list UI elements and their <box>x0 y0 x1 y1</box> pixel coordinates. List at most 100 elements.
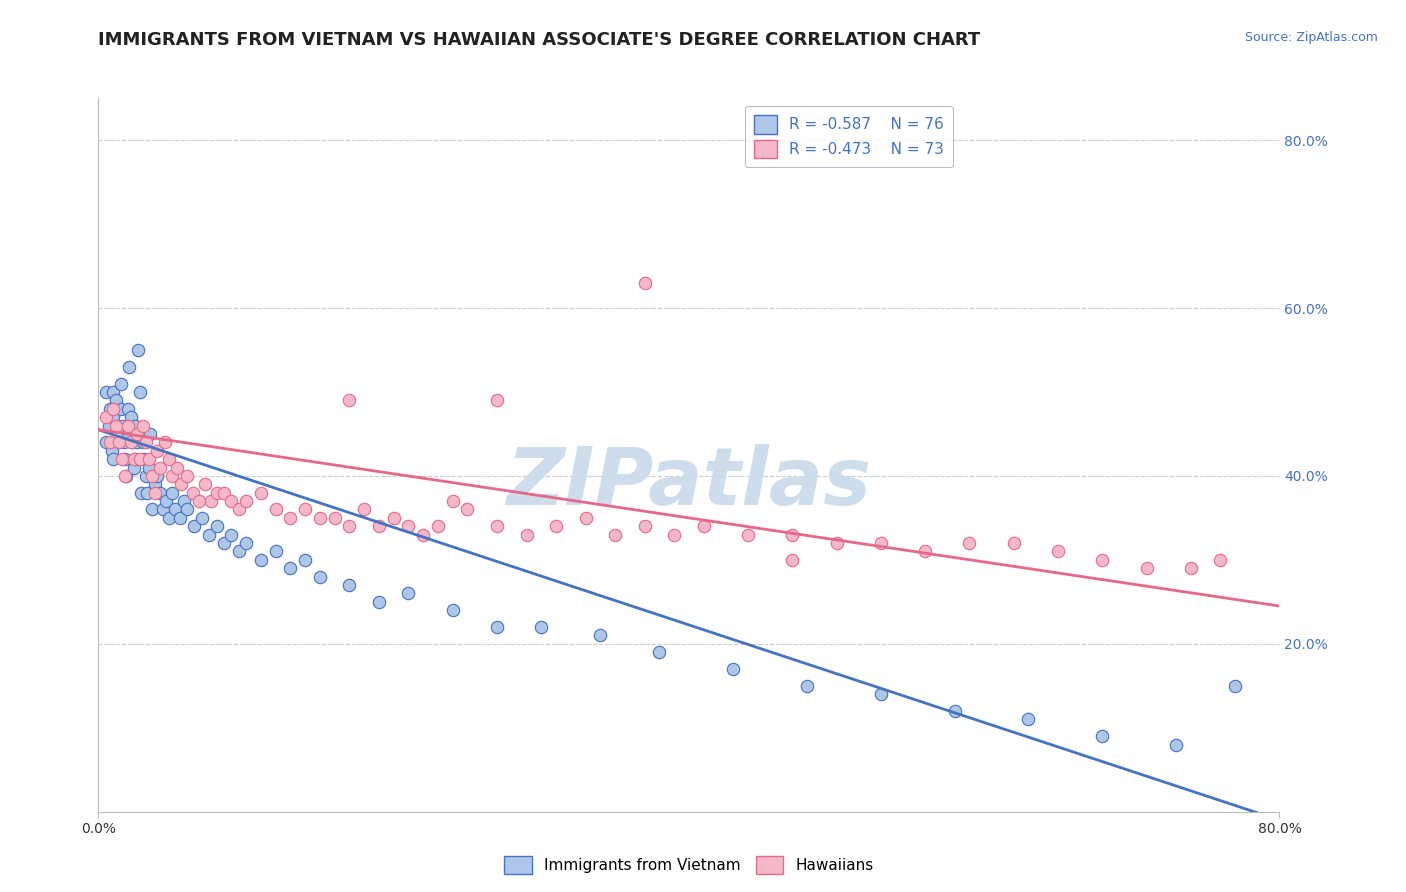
Point <box>135 469 157 483</box>
Point <box>486 620 509 634</box>
Point <box>796 679 818 693</box>
Point <box>134 452 156 467</box>
Point <box>146 469 169 483</box>
Point <box>1091 729 1114 743</box>
Point <box>122 460 145 475</box>
Point <box>294 502 316 516</box>
Point <box>943 704 966 718</box>
Point <box>589 628 612 642</box>
Point <box>127 343 149 357</box>
Point <box>103 401 125 416</box>
Point <box>132 435 155 450</box>
Point <box>143 485 166 500</box>
Point <box>294 553 316 567</box>
Point <box>124 452 146 467</box>
Point <box>166 460 188 475</box>
Point <box>515 527 537 541</box>
Point <box>157 511 180 525</box>
Point <box>162 485 183 500</box>
Point <box>100 443 122 458</box>
Point <box>115 469 138 483</box>
Point <box>869 687 891 701</box>
Point <box>146 443 169 458</box>
Point <box>1091 553 1114 567</box>
Point <box>153 435 176 450</box>
Point <box>396 519 419 533</box>
Point <box>456 502 478 516</box>
Point <box>183 519 205 533</box>
Point <box>111 418 134 433</box>
Point <box>914 544 936 558</box>
Point <box>339 393 360 408</box>
Point <box>120 410 142 425</box>
Point <box>170 477 193 491</box>
Text: IMMIGRANTS FROM VIETNAM VS HAWAIIAN ASSOCIATE'S DEGREE CORRELATION CHART: IMMIGRANTS FROM VIETNAM VS HAWAIIAN ASSO… <box>98 31 980 49</box>
Point <box>103 384 125 399</box>
Point <box>125 426 148 441</box>
Point <box>278 561 302 575</box>
Point <box>173 494 195 508</box>
Point <box>1017 712 1039 726</box>
Point <box>157 452 180 467</box>
Point <box>382 511 405 525</box>
Point <box>219 527 242 541</box>
Point <box>228 544 250 558</box>
Point <box>574 511 596 525</box>
Point <box>486 393 509 408</box>
Point <box>110 376 132 391</box>
Point <box>323 511 346 525</box>
Point <box>94 435 117 450</box>
Point <box>165 502 187 516</box>
Point <box>368 595 391 609</box>
Point <box>869 536 891 550</box>
Point <box>353 502 375 516</box>
Point <box>108 435 131 450</box>
Point <box>633 276 655 290</box>
Point <box>1180 561 1202 575</box>
Point <box>212 536 235 550</box>
Point <box>110 401 132 416</box>
Point <box>782 553 804 567</box>
Point <box>141 469 163 483</box>
Point <box>605 527 627 541</box>
Point <box>1002 536 1025 550</box>
Point <box>105 393 128 408</box>
Point <box>1046 544 1069 558</box>
Point <box>118 359 141 374</box>
Legend: R = -0.587    N = 76, R = -0.473    N = 73: R = -0.587 N = 76, R = -0.473 N = 73 <box>745 106 953 168</box>
Point <box>412 527 434 541</box>
Point <box>200 494 222 508</box>
Text: Source: ZipAtlas.com: Source: ZipAtlas.com <box>1244 31 1378 45</box>
Point <box>176 469 198 483</box>
Point <box>97 418 120 433</box>
Point <box>486 519 509 533</box>
Point <box>105 418 128 433</box>
Point <box>264 502 287 516</box>
Point <box>250 553 273 567</box>
Point <box>114 469 136 483</box>
Point <box>959 536 981 550</box>
Point <box>235 536 257 550</box>
Point <box>181 485 204 500</box>
Point <box>441 603 464 617</box>
Point <box>117 401 139 416</box>
Point <box>441 494 464 508</box>
Point <box>339 519 360 533</box>
Point <box>782 527 804 541</box>
Point <box>194 477 217 491</box>
Point <box>143 477 166 491</box>
Legend: Immigrants from Vietnam, Hawaiians: Immigrants from Vietnam, Hawaiians <box>498 850 880 880</box>
Point <box>103 452 125 467</box>
Point <box>149 485 172 500</box>
Point <box>309 511 332 525</box>
Point <box>339 578 360 592</box>
Point <box>155 494 177 508</box>
Point <box>128 452 150 467</box>
Point <box>191 511 214 525</box>
Point <box>633 519 655 533</box>
Point <box>396 586 419 600</box>
Point <box>136 485 159 500</box>
Point <box>121 435 143 450</box>
Point <box>1209 553 1232 567</box>
Point <box>205 485 228 500</box>
